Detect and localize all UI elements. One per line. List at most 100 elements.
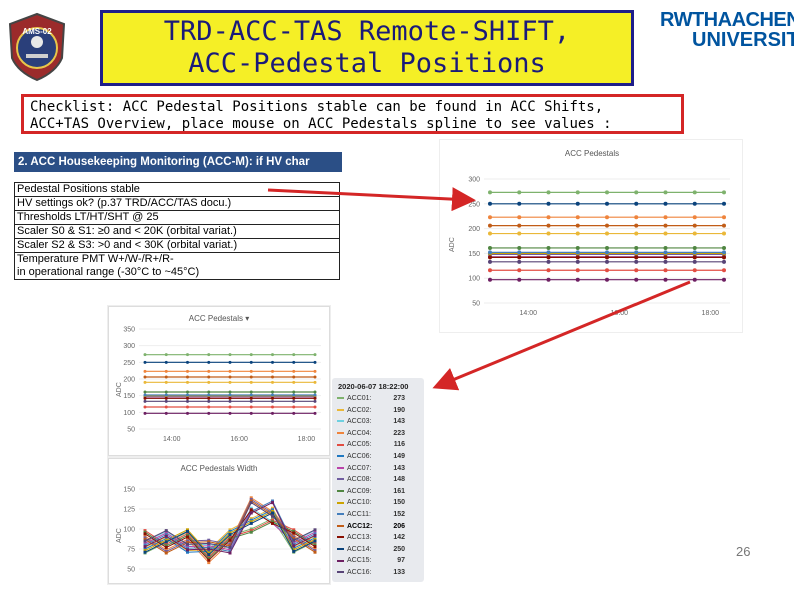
- series-point[interactable]: [228, 380, 232, 384]
- series-point[interactable]: [313, 360, 317, 364]
- series-point[interactable]: [488, 259, 492, 264]
- series-point[interactable]: [164, 405, 168, 409]
- series-point[interactable]: [143, 360, 147, 364]
- series-point[interactable]: [164, 393, 168, 397]
- width-series-point[interactable]: [292, 528, 296, 532]
- series-point[interactable]: [143, 353, 147, 357]
- width-series-point[interactable]: [164, 538, 168, 542]
- series-point[interactable]: [663, 201, 668, 206]
- series-point[interactable]: [292, 369, 296, 373]
- series-point[interactable]: [271, 369, 274, 373]
- width-series-point[interactable]: [207, 555, 211, 559]
- series-point[interactable]: [164, 390, 168, 394]
- width-series-point[interactable]: [207, 544, 211, 548]
- series-point[interactable]: [228, 405, 232, 409]
- series-point[interactable]: [605, 268, 609, 273]
- series-point[interactable]: [692, 277, 697, 282]
- width-series-point[interactable]: [186, 542, 189, 546]
- series-point[interactable]: [186, 380, 189, 384]
- series-point[interactable]: [634, 277, 639, 282]
- series-point[interactable]: [271, 380, 274, 384]
- series-point[interactable]: [207, 353, 211, 357]
- series-point[interactable]: [517, 231, 522, 236]
- series-point[interactable]: [722, 255, 726, 260]
- series-point[interactable]: [249, 399, 253, 403]
- series-point[interactable]: [546, 223, 551, 228]
- width-series-point[interactable]: [271, 501, 274, 505]
- series-point[interactable]: [634, 255, 639, 260]
- width-series-point[interactable]: [143, 529, 147, 533]
- series-point[interactable]: [692, 259, 697, 264]
- series-point[interactable]: [722, 231, 726, 236]
- series-point[interactable]: [292, 405, 296, 409]
- series-point[interactable]: [207, 399, 211, 403]
- width-series-point[interactable]: [249, 521, 253, 525]
- width-series-point[interactable]: [164, 549, 168, 553]
- series-point[interactable]: [546, 277, 551, 282]
- series-point[interactable]: [271, 393, 274, 397]
- series-point[interactable]: [517, 215, 522, 220]
- series-point[interactable]: [271, 405, 274, 409]
- width-series-point[interactable]: [271, 518, 274, 522]
- series-point[interactable]: [546, 268, 551, 273]
- series-point[interactable]: [164, 360, 168, 364]
- width-series-point[interactable]: [186, 537, 189, 541]
- width-series-point[interactable]: [271, 508, 274, 512]
- series-point[interactable]: [207, 375, 211, 379]
- series-point[interactable]: [143, 380, 147, 384]
- width-series-point[interactable]: [249, 506, 253, 510]
- width-series-point[interactable]: [292, 542, 296, 546]
- series-point[interactable]: [249, 360, 253, 364]
- series-point[interactable]: [663, 255, 668, 260]
- series-point[interactable]: [164, 369, 168, 373]
- series-point[interactable]: [517, 190, 522, 195]
- width-series-point[interactable]: [313, 532, 317, 536]
- series-point[interactable]: [488, 245, 492, 250]
- width-series-point[interactable]: [292, 531, 296, 535]
- width-series-point[interactable]: [186, 541, 189, 545]
- width-series-point[interactable]: [313, 536, 317, 540]
- width-series-point[interactable]: [143, 536, 147, 540]
- width-series-point[interactable]: [313, 541, 317, 545]
- series-point[interactable]: [605, 201, 609, 206]
- series-point[interactable]: [207, 360, 211, 364]
- width-series-point[interactable]: [271, 499, 274, 503]
- series-point[interactable]: [313, 390, 317, 394]
- width-series-point[interactable]: [164, 544, 168, 548]
- width-series-point[interactable]: [228, 542, 232, 546]
- series-point[interactable]: [292, 380, 296, 384]
- width-series-point[interactable]: [143, 549, 147, 553]
- series-point[interactable]: [575, 231, 580, 236]
- width-series-point[interactable]: [249, 517, 253, 521]
- series-point[interactable]: [517, 223, 522, 228]
- series-point[interactable]: [722, 259, 726, 264]
- width-series-point[interactable]: [292, 537, 296, 541]
- series-point[interactable]: [207, 393, 211, 397]
- series-point[interactable]: [207, 411, 211, 415]
- width-series-point[interactable]: [313, 549, 317, 553]
- series-point[interactable]: [271, 360, 274, 364]
- series-point[interactable]: [605, 255, 609, 260]
- series-point[interactable]: [143, 390, 147, 394]
- width-series-point[interactable]: [292, 546, 296, 550]
- series-point[interactable]: [207, 369, 211, 373]
- series-point[interactable]: [546, 245, 551, 250]
- width-series-point[interactable]: [164, 534, 168, 538]
- series-point[interactable]: [143, 411, 147, 415]
- series-point[interactable]: [546, 255, 551, 260]
- series-point[interactable]: [605, 250, 609, 255]
- series-point[interactable]: [488, 215, 492, 220]
- width-series-point[interactable]: [249, 518, 253, 522]
- series-point[interactable]: [271, 411, 274, 415]
- series-point[interactable]: [517, 277, 522, 282]
- width-series-point[interactable]: [313, 547, 317, 551]
- width-series-point[interactable]: [207, 557, 211, 561]
- series-point[interactable]: [634, 245, 639, 250]
- series-point[interactable]: [292, 390, 296, 394]
- width-series-point[interactable]: [292, 544, 296, 548]
- width-series-point[interactable]: [143, 545, 147, 549]
- width-series-point[interactable]: [271, 513, 274, 517]
- series-point[interactable]: [605, 190, 609, 195]
- series-point[interactable]: [313, 375, 317, 379]
- series-point[interactable]: [186, 360, 189, 364]
